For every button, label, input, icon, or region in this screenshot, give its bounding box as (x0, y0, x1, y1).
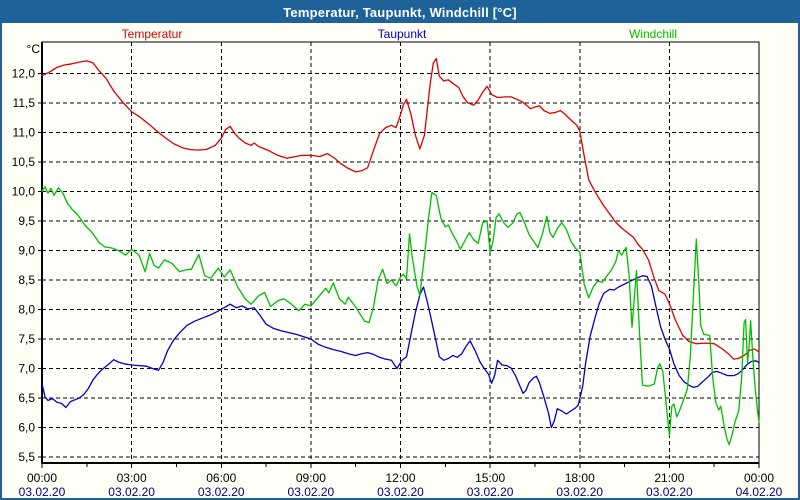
y-tick-label: 10,0 (12, 184, 36, 198)
x-time-label: 21:00 (654, 471, 684, 485)
series-temperatur (41, 57, 760, 360)
x-date-label: 03.02.20 (198, 485, 245, 499)
y-tick-label: 8,0 (18, 302, 35, 316)
x-date-label: 03.02.20 (19, 485, 66, 499)
y-tick-label: 11,5 (13, 96, 36, 110)
y-axis-unit-label: °C (26, 42, 40, 56)
legend-item-temperatur: Temperatur (121, 27, 183, 41)
x-time-label: 00:00 (27, 471, 57, 485)
y-tick-label: 9,0 (18, 243, 35, 257)
series-taupunkt (41, 275, 760, 429)
y-tick-label: 5,5 (18, 450, 35, 464)
x-time-label: 00:00 (744, 471, 774, 485)
x-time-label: 09:00 (296, 471, 326, 485)
window-title: Temperatur, Taupunkt, Windchill [°C] (283, 5, 517, 20)
y-tick-label: 10,5 (12, 155, 36, 169)
series-windchill (41, 186, 760, 446)
x-date-label: 03.02.20 (288, 485, 335, 499)
y-tick-label: 12,0 (12, 66, 36, 80)
title-bar: Temperatur, Taupunkt, Windchill [°C] (2, 2, 798, 23)
legend-item-windchill: Windchill (628, 27, 678, 41)
x-time-label: 12:00 (385, 471, 415, 485)
x-date-label: 04.02.20 (736, 485, 783, 499)
x-time-label: 06:00 (206, 471, 236, 485)
y-tick-label: 11,0 (13, 125, 36, 139)
x-time-label: 15:00 (475, 471, 505, 485)
x-date-label: 03.02.20 (108, 485, 155, 499)
x-time-label: 03:00 (117, 471, 147, 485)
x-date-label: 03.02.20 (377, 485, 424, 499)
y-tick-label: 6,5 (18, 391, 35, 405)
x-date-label: 03.02.20 (556, 485, 603, 499)
y-tick-label: 9,5 (18, 214, 35, 228)
y-tick-label: 7,0 (18, 362, 35, 376)
y-tick-label: 8,5 (18, 273, 35, 287)
x-date-label: 03.02.20 (646, 485, 693, 499)
y-tick-label: 6,0 (18, 421, 35, 435)
x-time-label: 18:00 (565, 471, 595, 485)
x-date-label: 03.02.20 (467, 485, 514, 499)
y-tick-label: 7,5 (18, 332, 35, 346)
legend-item-taupunkt: Taupunkt (377, 27, 427, 41)
